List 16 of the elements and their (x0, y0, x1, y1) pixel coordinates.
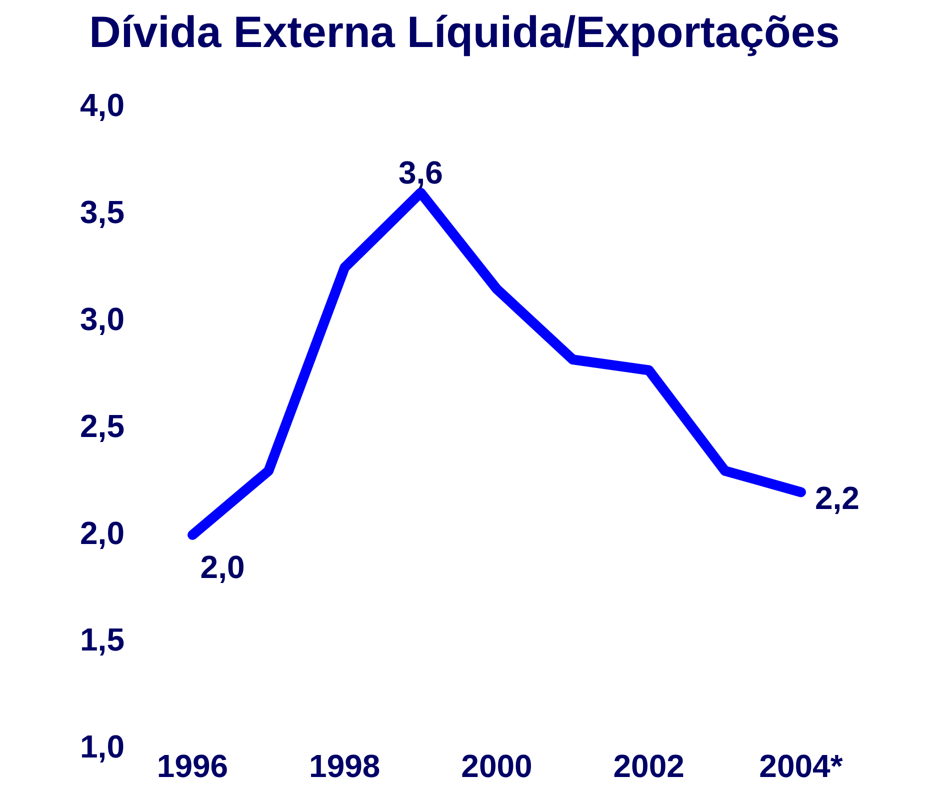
data-label: 2,0 (200, 548, 245, 585)
x-tick-label: 2002 (613, 748, 684, 784)
chart-title: Dívida Externa Líquida/Exportações (88, 8, 841, 58)
y-tick-label: 1,5 (80, 622, 124, 658)
y-tick-label: 2,0 (80, 514, 124, 551)
data-label: 2,2 (814, 480, 860, 516)
x-tick-label: 2004* (759, 748, 844, 784)
y-tick-label: 1,0 (80, 728, 124, 765)
x-tick-label: 1998 (309, 748, 380, 784)
y-tick-label: 4,0 (80, 87, 124, 124)
data-label: 3,6 (398, 154, 443, 191)
y-tick-label: 2,5 (80, 408, 124, 444)
x-tick-label: 1996 (156, 748, 228, 784)
y-tick-label: 3,5 (80, 194, 124, 230)
y-tick-label: 3,0 (80, 300, 124, 337)
x-tick-label: 2000 (461, 748, 532, 784)
